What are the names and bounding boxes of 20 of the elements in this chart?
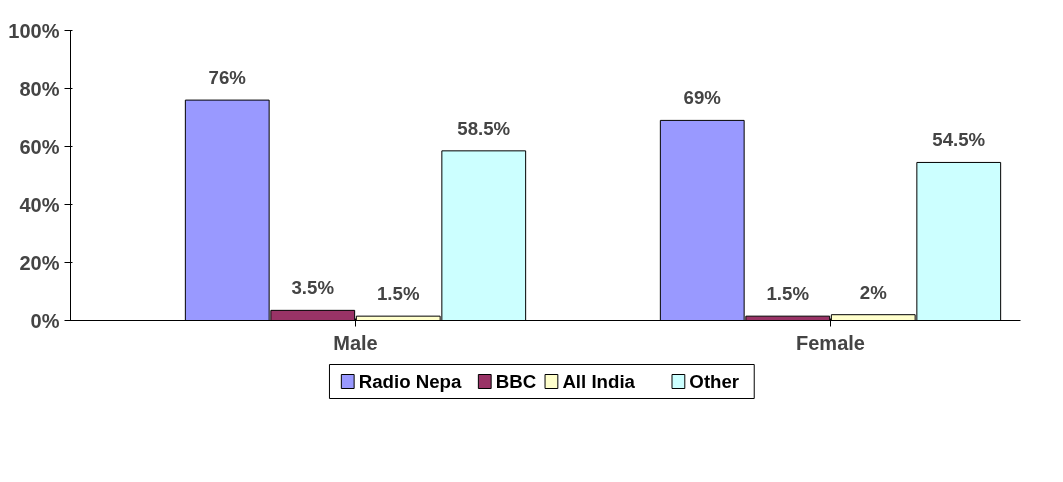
data-label: 76%	[208, 67, 247, 89]
y-tick-label: 0%	[30, 309, 60, 332]
y-tick-label: 80%	[19, 77, 60, 100]
legend-label: Radio Nepa	[358, 371, 462, 392]
legend-label: BBC	[495, 371, 537, 392]
data-label: 54.5%	[932, 129, 986, 151]
x-tick-label: Female	[796, 331, 865, 354]
data-label: 1.5%	[766, 283, 810, 305]
legend-label: Other	[689, 371, 740, 392]
legend-label: All India	[562, 371, 636, 392]
y-tick-label: 100%	[8, 19, 60, 42]
data-label: 3.5%	[291, 277, 335, 299]
y-tick-label: 40%	[19, 193, 60, 216]
data-label: 69%	[683, 87, 722, 109]
y-tick-label: 20%	[19, 251, 60, 274]
data-label: 58.5%	[457, 117, 511, 139]
data-label: 2%	[859, 281, 888, 303]
y-tick-label: 60%	[19, 135, 60, 158]
data-label: 1.5%	[376, 283, 420, 305]
x-tick-label: Male	[333, 331, 378, 354]
